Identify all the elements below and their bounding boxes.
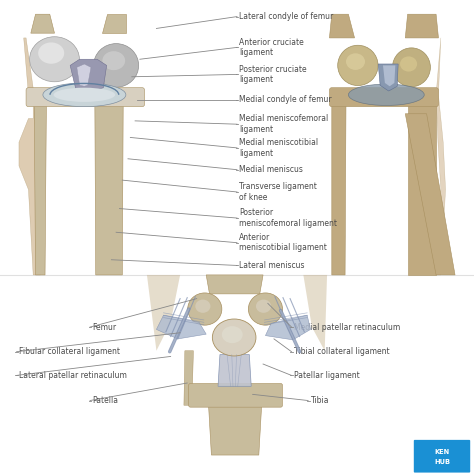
Polygon shape [19, 38, 40, 275]
Text: HUB: HUB [434, 459, 450, 465]
Ellipse shape [400, 56, 417, 72]
Ellipse shape [54, 88, 115, 102]
Ellipse shape [43, 83, 126, 107]
Text: Femur: Femur [92, 323, 117, 331]
Text: Patella: Patella [92, 396, 118, 405]
Polygon shape [77, 64, 91, 86]
Polygon shape [303, 275, 327, 351]
FancyBboxPatch shape [329, 88, 438, 107]
Text: Medial patellar retinaculum: Medial patellar retinaculum [294, 323, 400, 331]
Ellipse shape [102, 51, 125, 70]
Polygon shape [218, 355, 251, 386]
Polygon shape [378, 64, 398, 91]
Text: Fibular collateral ligament: Fibular collateral ligament [19, 347, 120, 356]
Polygon shape [383, 65, 395, 86]
Text: Lateral patellar retinaculum: Lateral patellar retinaculum [19, 371, 127, 380]
Text: Tibial collateral ligament: Tibial collateral ligament [294, 347, 390, 356]
Ellipse shape [256, 300, 271, 313]
Text: Anterior
meniscotibial ligament: Anterior meniscotibial ligament [239, 233, 327, 252]
Ellipse shape [38, 43, 64, 64]
Text: Posterior cruciate
ligament: Posterior cruciate ligament [239, 65, 307, 84]
Text: Lateral meniscus: Lateral meniscus [239, 261, 305, 270]
Polygon shape [95, 95, 123, 275]
Ellipse shape [222, 326, 243, 343]
Polygon shape [147, 275, 180, 351]
Ellipse shape [346, 54, 365, 70]
Polygon shape [70, 59, 107, 91]
Ellipse shape [212, 319, 256, 356]
Ellipse shape [30, 37, 80, 82]
Text: Lateral condyle of femur: Lateral condyle of femur [239, 12, 334, 21]
Text: Transverse ligament
of knee: Transverse ligament of knee [239, 182, 317, 201]
Polygon shape [436, 38, 446, 275]
Ellipse shape [195, 300, 210, 313]
Polygon shape [34, 95, 46, 275]
Polygon shape [184, 351, 193, 405]
Text: Medial meniscofemoral
ligament: Medial meniscofemoral ligament [239, 115, 328, 134]
Ellipse shape [188, 293, 222, 325]
Text: © www.kenhub.com: © www.kenhub.com [420, 466, 469, 472]
Polygon shape [332, 95, 346, 275]
Polygon shape [405, 114, 455, 275]
Polygon shape [102, 14, 126, 33]
Text: Medial condyle of femur: Medial condyle of femur [239, 95, 332, 104]
Text: Medial meniscotibial
ligament: Medial meniscotibial ligament [239, 138, 319, 157]
FancyBboxPatch shape [26, 88, 145, 107]
Ellipse shape [348, 84, 424, 106]
Text: KEN: KEN [435, 449, 450, 455]
Ellipse shape [93, 44, 138, 87]
Polygon shape [408, 95, 436, 275]
Polygon shape [265, 315, 310, 340]
Ellipse shape [337, 46, 378, 85]
Text: Patellar ligament: Patellar ligament [294, 371, 360, 380]
Polygon shape [156, 315, 206, 339]
Ellipse shape [392, 48, 430, 87]
FancyBboxPatch shape [414, 440, 470, 473]
Text: Medial meniscus: Medial meniscus [239, 165, 303, 174]
Polygon shape [405, 14, 438, 38]
Ellipse shape [248, 293, 283, 325]
Polygon shape [329, 14, 355, 38]
Polygon shape [206, 275, 263, 294]
Polygon shape [209, 405, 262, 455]
Text: Posterior
meniscofemoral ligament: Posterior meniscofemoral ligament [239, 209, 337, 228]
Polygon shape [31, 14, 55, 33]
FancyBboxPatch shape [189, 383, 283, 407]
Text: Tibia: Tibia [310, 396, 329, 405]
Text: Anterior cruciate
ligament: Anterior cruciate ligament [239, 38, 304, 57]
